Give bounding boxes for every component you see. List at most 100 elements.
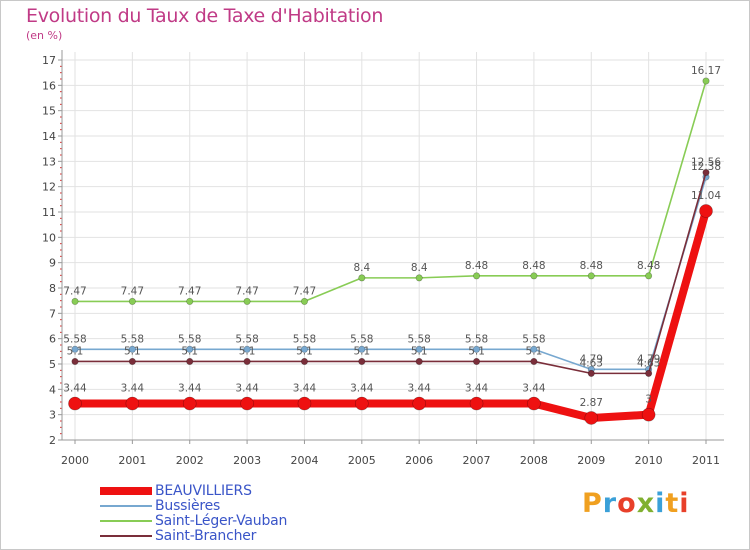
y-tick-label: 11 (42, 206, 56, 219)
data-label: 5.1 (67, 345, 84, 357)
data-label: 16.17 (691, 65, 721, 77)
data-label: 8.48 (580, 260, 603, 272)
y-tick-label: 12 (42, 181, 56, 194)
y-tick-label: 9 (49, 257, 56, 270)
data-point (68, 396, 82, 411)
data-point (358, 274, 366, 282)
data-label: 5.1 (124, 345, 141, 357)
data-point (355, 396, 369, 411)
data-label: 11.04 (691, 190, 721, 202)
data-label: 8.48 (465, 260, 488, 272)
data-label: 3.44 (178, 383, 202, 395)
data-point (473, 357, 481, 365)
data-label: 4.79 (637, 353, 660, 365)
data-label: 5.58 (407, 333, 430, 345)
data-label: 5.58 (63, 333, 86, 345)
y-tick-label: 8 (49, 282, 56, 295)
data-point (530, 272, 538, 280)
data-point (358, 345, 366, 353)
x-tick-label: 2005 (348, 454, 376, 467)
data-point (128, 345, 136, 353)
x-tick-label: 2009 (577, 454, 605, 467)
data-label: 5.1 (353, 345, 370, 357)
logo-letter: P (582, 488, 603, 519)
data-point (702, 77, 710, 85)
data-label: 4.79 (580, 353, 603, 365)
data-label: 12.56 (691, 156, 721, 168)
legend-item: Saint-Léger-Vauban (100, 513, 400, 529)
data-point (645, 272, 653, 280)
data-label: 8.48 (522, 260, 545, 272)
line-chart: 2 3 4 5 6 7 8 9 10 11 12 13 14 15 16 17 2000 2001 2002 2003… (42, 50, 724, 467)
data-point (186, 357, 194, 365)
legend-swatch (100, 520, 152, 522)
data-point (243, 357, 251, 365)
data-label: 7.47 (121, 285, 144, 297)
legend-label: Bussières (155, 498, 221, 514)
data-label: 5.58 (235, 333, 258, 345)
data-label: 5.1 (296, 345, 313, 357)
data-label: 3.44 (350, 383, 374, 395)
data-label: 8.48 (637, 260, 660, 272)
logo-letter: o (617, 488, 637, 519)
x-tick-label: 2001 (118, 454, 146, 467)
data-point (297, 396, 312, 411)
data-label: 12.38 (691, 161, 721, 173)
data-label: 7.47 (63, 285, 86, 297)
data-point (128, 297, 136, 305)
series-line (71, 206, 710, 422)
data-point (645, 369, 653, 377)
series-line (74, 171, 707, 375)
data-point (415, 357, 423, 365)
y-tick-label: 7 (49, 307, 56, 320)
chart-subtitle: (en %) (26, 29, 63, 42)
x-tick-label: 2004 (290, 454, 318, 467)
logo-letter: r (602, 488, 618, 519)
data-point (128, 357, 136, 365)
x-tick-label: 2002 (176, 454, 204, 467)
data-point (71, 345, 79, 353)
legend-swatch (100, 505, 152, 507)
data-label: 2.87 (580, 397, 603, 409)
legend-label: Saint-Brancher (155, 528, 257, 544)
y-tick-label: 4 (49, 383, 56, 396)
y-tick-label: 2 (49, 434, 56, 447)
x-tick-label: 2000 (61, 454, 89, 467)
y-tick-label: 13 (42, 155, 56, 168)
legend-swatch (100, 535, 152, 537)
data-label: 5.1 (411, 345, 428, 357)
x-tick-label: 2007 (463, 454, 491, 467)
data-label: 7.47 (178, 285, 201, 297)
y-tick-label: 10 (42, 231, 56, 244)
data-label: 3.44 (63, 383, 87, 395)
y-tick-label: 16 (42, 79, 56, 92)
data-label: 4.63 (580, 357, 603, 369)
logo-letter: t (665, 488, 680, 519)
data-point (469, 396, 484, 411)
x-tick-label: 2008 (520, 454, 548, 467)
data-label: 5.58 (293, 333, 316, 345)
chart-title: Evolution du Taux de Taxe d'Habitation (26, 5, 384, 27)
data-point (125, 396, 140, 411)
data-point (473, 272, 481, 280)
y-tick-label: 6 (49, 333, 56, 346)
x-tick-label: 2010 (635, 454, 663, 467)
data-point (415, 345, 423, 353)
y-tick-label: 14 (42, 130, 56, 143)
data-point (71, 357, 79, 365)
data-point (702, 168, 710, 176)
data-label: 5.58 (121, 333, 144, 345)
data-point (186, 345, 194, 353)
data-point (473, 345, 481, 353)
data-point (182, 396, 197, 411)
data-label: 5.58 (350, 333, 373, 345)
data-point (300, 297, 308, 305)
data-label: 7.47 (235, 285, 258, 297)
data-label: 3.44 (522, 383, 546, 395)
data-point (300, 357, 308, 365)
series-line (74, 80, 707, 303)
legend-label: BEAUVILLIERS (155, 483, 252, 499)
x-tick-label: 2006 (405, 454, 433, 467)
logo-letter: i (679, 488, 690, 519)
data-label: 3 (645, 394, 652, 406)
